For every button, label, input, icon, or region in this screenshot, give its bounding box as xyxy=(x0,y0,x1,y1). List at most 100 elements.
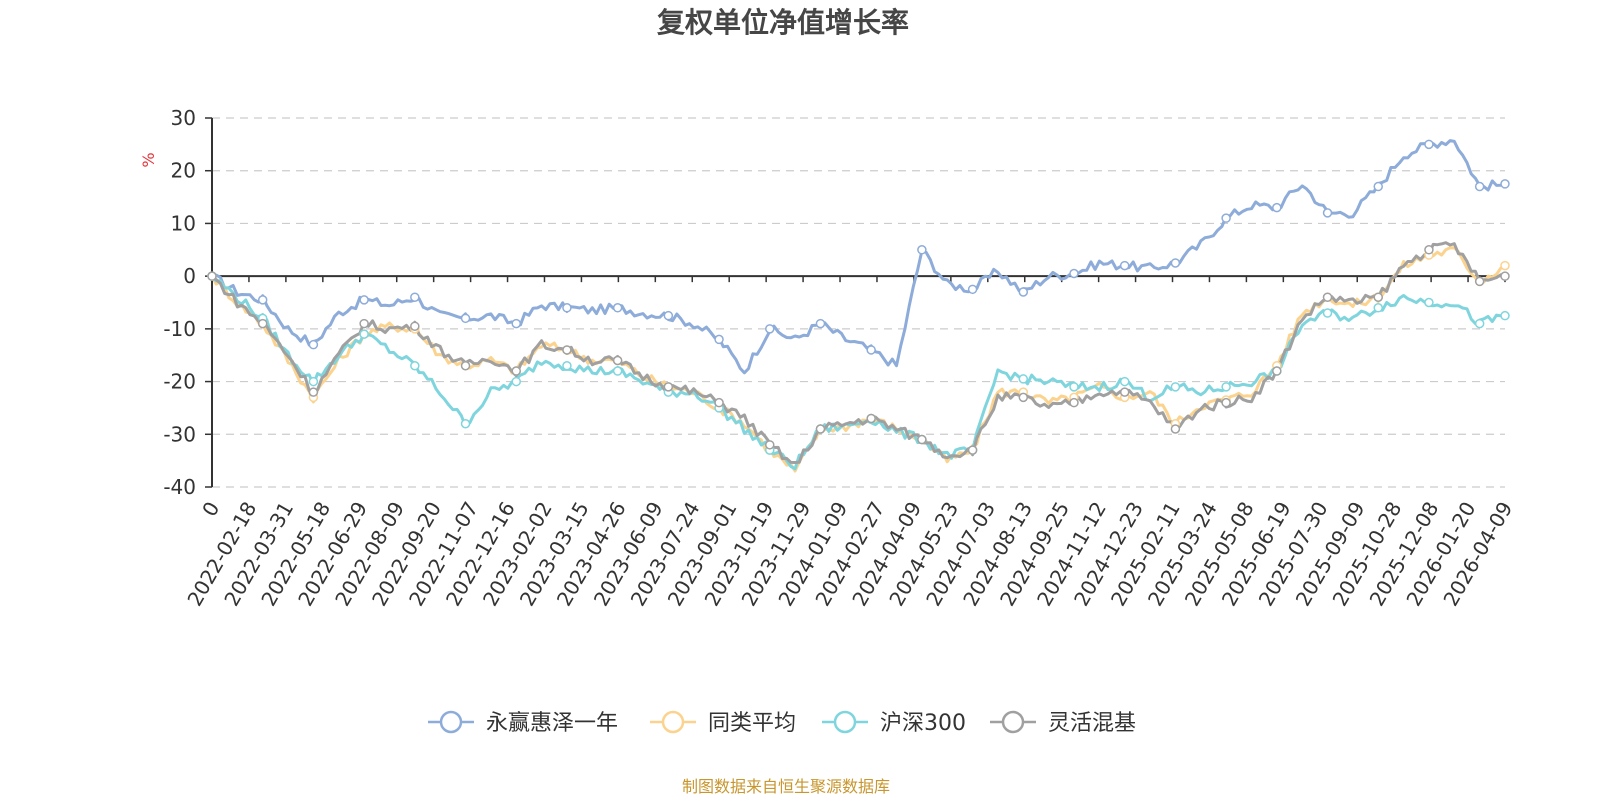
legend-label: 灵活混基 xyxy=(1048,711,1136,736)
data-point[interactable] xyxy=(308,376,319,387)
data-point[interactable] xyxy=(562,345,572,355)
y-tick-label: 30 xyxy=(171,106,196,130)
x-tick-label: 0 xyxy=(197,498,224,521)
data-point[interactable] xyxy=(866,345,876,355)
data-point[interactable] xyxy=(815,424,826,434)
data-point[interactable] xyxy=(511,318,521,329)
legend-marker xyxy=(1001,710,1025,734)
data-point[interactable] xyxy=(257,318,268,329)
legend-item[interactable]: 沪深300 xyxy=(822,710,966,736)
data-point[interactable] xyxy=(1500,179,1510,189)
y-tick-label: 10 xyxy=(171,211,196,235)
legend-marker xyxy=(439,710,463,734)
data-point[interactable] xyxy=(1069,397,1079,408)
legend-marker xyxy=(661,710,685,734)
legend-item[interactable]: 同类平均 xyxy=(650,710,796,736)
data-point[interactable] xyxy=(1221,213,1231,223)
y-tick-label: 20 xyxy=(171,159,196,183)
data-point[interactable] xyxy=(562,303,572,313)
data-point[interactable] xyxy=(967,284,978,295)
data-point[interactable] xyxy=(1322,308,1333,318)
data-point[interactable] xyxy=(359,318,369,329)
data-point[interactable] xyxy=(1221,397,1231,408)
data-point[interactable] xyxy=(1018,374,1029,384)
data-point[interactable] xyxy=(612,355,623,366)
data-point[interactable] xyxy=(460,313,471,324)
y-axis-unit: % xyxy=(139,152,158,167)
y-tick-label: -20 xyxy=(163,370,196,394)
data-point[interactable] xyxy=(562,361,572,371)
data-point[interactable] xyxy=(359,329,369,339)
data-point[interactable] xyxy=(1069,268,1079,279)
data-point[interactable] xyxy=(917,245,927,255)
data-point[interactable] xyxy=(663,382,674,392)
data-point[interactable] xyxy=(410,321,420,331)
data-point[interactable] xyxy=(612,303,623,313)
data-point[interactable] xyxy=(257,295,268,305)
data-point[interactable] xyxy=(308,387,319,397)
series-line[interactable] xyxy=(210,246,1506,473)
data-point[interactable] xyxy=(1119,376,1130,387)
data-point[interactable] xyxy=(714,334,724,345)
y-tick-label: 0 xyxy=(183,264,196,288)
data-point[interactable] xyxy=(1322,292,1333,302)
y-tick-labels: -40 -30 -20 -10 0 10 20 30 xyxy=(163,106,196,499)
data-point[interactable] xyxy=(460,361,471,371)
axes xyxy=(205,117,1506,488)
data-point[interactable] xyxy=(1322,208,1333,218)
data-point[interactable] xyxy=(714,397,724,408)
data-point[interactable] xyxy=(1474,318,1485,329)
data-point[interactable] xyxy=(1069,382,1079,392)
data-point[interactable] xyxy=(1500,310,1510,321)
data-point[interactable] xyxy=(1424,139,1434,150)
data-point[interactable] xyxy=(815,318,826,329)
data-point[interactable] xyxy=(1272,202,1282,213)
data-point[interactable] xyxy=(308,339,319,350)
data-point[interactable] xyxy=(1119,387,1130,397)
data-point[interactable] xyxy=(1424,297,1434,308)
data-point[interactable] xyxy=(460,418,471,429)
legend-marker xyxy=(833,710,857,734)
source-note: 制图数据来自恒生聚源数据库 xyxy=(682,777,890,796)
legend[interactable]: 永赢惠泽一年 同类平均 沪深300 灵活混基 xyxy=(428,710,1136,736)
data-point[interactable] xyxy=(1424,245,1434,255)
data-point[interactable] xyxy=(359,295,369,305)
series-line[interactable] xyxy=(211,241,1506,464)
y-tick-label: -40 xyxy=(163,475,196,499)
data-point[interactable] xyxy=(765,440,775,450)
data-point[interactable] xyxy=(917,434,927,445)
data-point[interactable] xyxy=(511,366,521,376)
data-point[interactable] xyxy=(410,361,420,371)
x-tick-labels: 02022-02-182022-03-312022-05-182022-06-2… xyxy=(182,497,1517,610)
data-point[interactable] xyxy=(967,445,978,455)
data-point[interactable] xyxy=(410,292,420,302)
data-point[interactable] xyxy=(1500,260,1510,271)
data-point[interactable] xyxy=(663,310,674,321)
data-point[interactable] xyxy=(207,271,217,281)
data-point[interactable] xyxy=(1373,292,1383,302)
data-point[interactable] xyxy=(866,413,876,424)
data-point[interactable] xyxy=(612,366,623,376)
data-point[interactable] xyxy=(1170,382,1181,392)
data-point[interactable] xyxy=(765,324,775,334)
data-point[interactable] xyxy=(1474,276,1485,287)
data-point[interactable] xyxy=(1221,382,1231,392)
data-point[interactable] xyxy=(1018,287,1029,297)
data-point[interactable] xyxy=(1474,181,1485,192)
legend-item[interactable]: 永赢惠泽一年 xyxy=(428,710,618,736)
data-point[interactable] xyxy=(1170,258,1181,268)
legend-item[interactable]: 灵活混基 xyxy=(990,710,1136,736)
data-point[interactable] xyxy=(1500,271,1510,281)
data-point[interactable] xyxy=(1373,303,1383,313)
series-line[interactable] xyxy=(210,275,1506,471)
series-markers xyxy=(207,139,1510,455)
legend-label: 同类平均 xyxy=(708,711,796,736)
data-point[interactable] xyxy=(1272,366,1282,376)
data-point[interactable] xyxy=(1018,392,1029,403)
data-point[interactable] xyxy=(1373,181,1383,192)
data-point[interactable] xyxy=(1119,260,1130,271)
data-point[interactable] xyxy=(1170,424,1181,434)
data-point[interactable] xyxy=(511,376,521,387)
series-line[interactable] xyxy=(211,139,1506,375)
